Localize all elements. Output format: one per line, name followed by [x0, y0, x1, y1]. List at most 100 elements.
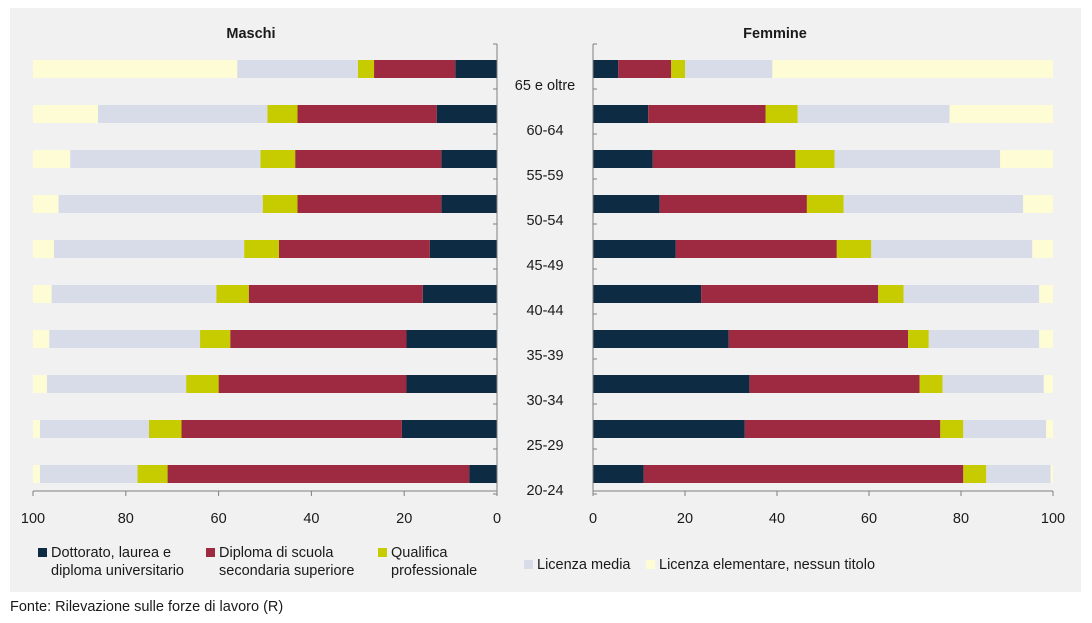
femmine-bar-50-54-s1	[659, 195, 807, 213]
femmine-x-tick-label: 20	[677, 511, 693, 527]
maschi-bar-45-49-s1	[278, 240, 430, 258]
maschi-bar-25-29-s0	[401, 420, 497, 438]
femmine-bar-20-24-s2	[963, 465, 987, 483]
femmine-bar-30-34-s0	[593, 375, 750, 393]
maschi-bar-50-54-s2	[262, 195, 298, 213]
maschi-bar-45-49-s4	[33, 240, 54, 258]
femmine-bar-35-39-s0	[593, 330, 729, 348]
maschi-bar-40-44-s4	[33, 285, 52, 303]
maschi-bar-20-24-s0	[469, 465, 497, 483]
legend-item-dottorato: Dottorato, laurea e diploma universitari…	[38, 544, 184, 580]
title-maschi: Maschi	[226, 26, 275, 42]
maschi-bar-40-44-s2	[216, 285, 249, 303]
femmine-bar-45-49-s3	[871, 240, 1033, 258]
femmine-bar-60-64-s3	[797, 105, 950, 123]
femmine-bar-60-64-s4	[949, 105, 1053, 123]
maschi-bar-55-59-s0	[441, 150, 497, 168]
maschi-bar-35-39-s3	[49, 330, 201, 348]
maschi-bar-35-39-s2	[200, 330, 231, 348]
femmine-bar-35-39-s3	[928, 330, 1040, 348]
maschi-bar-25-29-s1	[181, 420, 402, 438]
maschi-bar-50-54-s1	[297, 195, 442, 213]
category-label: 35-39	[526, 348, 563, 364]
maschi-bar-30-34-s4	[33, 375, 47, 393]
femmine-bar-20-24-s1	[643, 465, 964, 483]
maschi-bar-60-64-s3	[97, 105, 268, 123]
legend-swatch	[206, 548, 215, 557]
maschi-x-tick-label: 0	[493, 511, 501, 527]
femmine-bar-55-59-s2	[795, 150, 835, 168]
maschi-bar-60-64-s1	[297, 105, 437, 123]
femmine-x-tick-label: 100	[1041, 511, 1065, 527]
maschi-bar-65-e-oltre-s0	[455, 60, 497, 78]
category-label: 50-54	[526, 213, 563, 229]
legend-label: Qualifica professionale	[391, 545, 478, 579]
maschi-x-tick-label: 60	[211, 511, 227, 527]
femmine-bar-55-59-s1	[652, 150, 796, 168]
femmine-bar-60-64-s1	[648, 105, 766, 123]
femmine-bar-20-24-s4	[1050, 465, 1053, 483]
category-label: 60-64	[526, 123, 563, 139]
femmine-bar-40-44-s0	[593, 285, 702, 303]
femmine-bar-40-44-s3	[903, 285, 1040, 303]
maschi-x-tick-label: 100	[21, 511, 45, 527]
legend-item-qualifica: Qualifica professionale	[378, 544, 477, 580]
femmine-bar-35-39-s4	[1039, 330, 1053, 348]
femmine-bar-50-54-s4	[1023, 195, 1053, 213]
maschi-bar-20-24-s2	[137, 465, 168, 483]
maschi-bar-40-44-s0	[422, 285, 497, 303]
maschi-bar-50-54-s4	[33, 195, 59, 213]
maschi-x-tick-label: 80	[118, 511, 134, 527]
femmine-bar-60-64-s0	[593, 105, 649, 123]
femmine-bar-60-64-s2	[765, 105, 798, 123]
maschi-bar-30-34-s3	[46, 375, 187, 393]
legend-label: Licenza media	[537, 557, 631, 573]
maschi-bar-45-49-s2	[244, 240, 279, 258]
maschi-bar-35-39-s0	[406, 330, 497, 348]
maschi-x-tick-label: 40	[303, 511, 319, 527]
femmine-bar-40-44-s2	[878, 285, 904, 303]
femmine-bar-65-e-oltre-s1	[618, 60, 672, 78]
femmine-bar-45-49-s4	[1032, 240, 1053, 258]
maschi-bar-55-59-s4	[33, 150, 71, 168]
femmine-bar-50-54-s0	[593, 195, 660, 213]
maschi-bar-30-34-s2	[186, 375, 219, 393]
femmine-bar-20-24-s3	[986, 465, 1051, 483]
maschi-bar-60-64-s2	[267, 105, 298, 123]
category-label: 55-59	[526, 168, 563, 184]
maschi-bar-55-59-s3	[70, 150, 261, 168]
maschi-bar-20-24-s3	[39, 465, 138, 483]
maschi-bar-50-54-s3	[58, 195, 263, 213]
femmine-bar-30-34-s4	[1043, 375, 1053, 393]
maschi-x-tick-label: 20	[396, 511, 412, 527]
maschi-bar-65-e-oltre-s4	[33, 60, 238, 78]
femmine-bar-65-e-oltre-s0	[593, 60, 619, 78]
legend-swatch	[646, 560, 655, 569]
maschi-bar-65-e-oltre-s1	[374, 60, 456, 78]
femmine-bar-45-49-s1	[675, 240, 837, 258]
maschi-bar-30-34-s1	[218, 375, 407, 393]
legend-swatch	[524, 560, 533, 569]
femmine-bar-40-44-s1	[701, 285, 879, 303]
femmine-bar-40-44-s4	[1039, 285, 1053, 303]
femmine-bar-55-59-s4	[1000, 150, 1053, 168]
maschi-bar-40-44-s1	[248, 285, 423, 303]
femmine-bar-25-29-s3	[963, 420, 1047, 438]
maschi-bar-25-29-s3	[39, 420, 149, 438]
femmine-bar-25-29-s1	[744, 420, 941, 438]
maschi-bar-55-59-s1	[295, 150, 442, 168]
maschi-bar-20-24-s4	[33, 465, 40, 483]
category-label: 30-34	[526, 393, 563, 409]
femmine-bar-50-54-s3	[843, 195, 1024, 213]
maschi-bar-65-e-oltre-s3	[237, 60, 358, 78]
source-note: Fonte: Rilevazione sulle forze di lavoro…	[10, 599, 284, 615]
category-label: 65 e oltre	[515, 78, 575, 94]
maschi-bar-35-39-s1	[230, 330, 407, 348]
category-label: 45-49	[526, 258, 563, 274]
femmine-bar-45-49-s0	[593, 240, 676, 258]
femmine-bar-30-34-s3	[942, 375, 1044, 393]
category-label: 25-29	[526, 438, 563, 454]
legend-item-licenza-media: Licenza media	[524, 556, 631, 574]
legend-label: Diploma di scuola secondaria superiore	[219, 545, 355, 579]
